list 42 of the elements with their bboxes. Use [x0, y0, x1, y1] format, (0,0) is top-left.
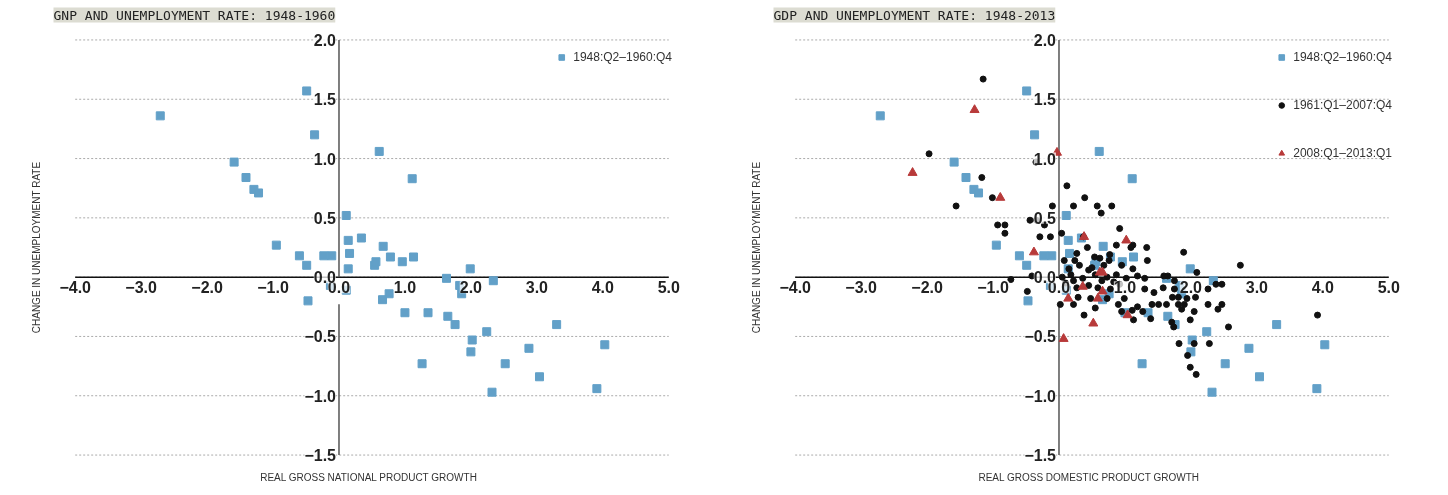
x-tick-label: 3.0: [1245, 279, 1269, 297]
y-tick-label: 0.5: [313, 209, 337, 227]
x-tick-label: −4.0: [59, 279, 92, 297]
x-tick-label: −4.0: [779, 279, 812, 297]
y-tick-label: 0.5: [1033, 209, 1057, 227]
y-axis-title: CHANGE IN UNEMPLOYMENT RATE: [30, 161, 42, 334]
chart-title: GDP AND UNEMPLOYMENT RATE: 1948-2013: [773, 7, 1056, 23]
x-tick-label: 1.0: [393, 279, 417, 297]
y-tick-label: −0.5: [304, 328, 337, 346]
x-tick-label: −3.0: [845, 279, 878, 297]
x-tick-label: 4.0: [1311, 279, 1335, 297]
y-tick-label: −1.0: [304, 387, 337, 405]
y-tick-label: 1.5: [313, 91, 337, 109]
y-tick-label: 1.5: [1033, 91, 1057, 109]
legend-label: 1961:Q1–2007:Q4: [1293, 98, 1392, 112]
legend-label: 1948:Q2–1960:Q4: [573, 50, 672, 64]
x-axis-title: REAL GROSS NATIONAL PRODUCT GROWTH: [260, 471, 477, 483]
x-tick-label: 4.0: [591, 279, 615, 297]
y-axis-title: CHANGE IN UNEMPLOYMENT RATE: [750, 161, 762, 334]
y-tick-label: 2.0: [1033, 31, 1057, 49]
x-tick-label: 5.0: [1377, 279, 1400, 297]
x-tick-label: 2.0: [1179, 279, 1203, 297]
x-tick-label: −2.0: [911, 279, 943, 297]
x-tick-label: −1.0: [977, 279, 1009, 297]
x-tick-label: 1.0: [1113, 279, 1137, 297]
legend-label: 1948:Q2–1960:Q4: [1293, 50, 1392, 64]
chart-title: GNP AND UNEMPLOYMENT RATE: 1948-1960: [53, 7, 336, 23]
x-tick-label: 2.0: [459, 279, 483, 297]
x-tick-label: 5.0: [657, 279, 680, 297]
y-tick-label: −0.5: [1024, 328, 1057, 346]
y-tick-label: −1.5: [1024, 447, 1057, 465]
x-tick-label: −1.0: [257, 279, 289, 297]
y-tick-label: 1.0: [313, 150, 337, 168]
y-tick-label: −1.0: [1024, 387, 1057, 405]
x-tick-label: −2.0: [191, 279, 223, 297]
y-tick-label: 2.0: [313, 31, 337, 49]
y-tick-label: −1.5: [304, 447, 337, 465]
x-axis-title: REAL GROSS DOMESTIC PRODUCT GROWTH: [978, 471, 1200, 483]
y-tick-label: 1.0: [1033, 150, 1057, 168]
x-tick-label: −3.0: [125, 279, 158, 297]
x-tick-label: 3.0: [525, 279, 549, 297]
legend-label: 2008:Q1–2013:Q1: [1293, 146, 1392, 160]
